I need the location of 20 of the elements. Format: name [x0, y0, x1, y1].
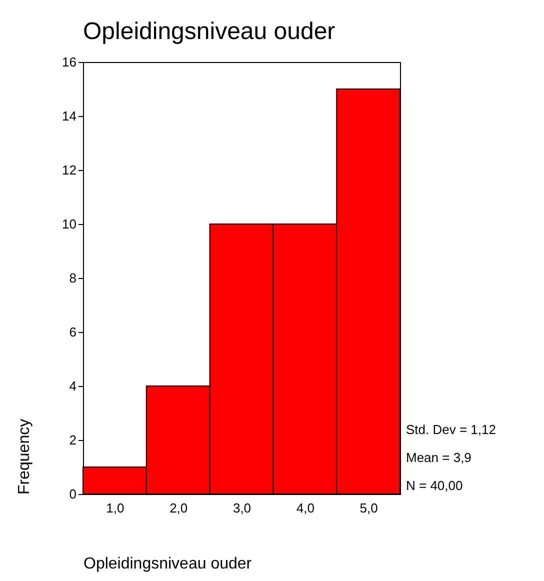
text: Mean = 3,9	[406, 450, 472, 465]
chart-title: Opleidingsniveau ouder	[83, 18, 336, 45]
x-tick-label: 1,0	[106, 500, 124, 516]
x-tick-label: 5,0	[360, 500, 378, 516]
x-tick-label: 3,0	[232, 500, 252, 516]
y-tick-label: 8	[69, 270, 76, 286]
y-tick-label: 16	[62, 54, 76, 70]
y-tick-label: 2	[69, 432, 76, 448]
x-axis-title: Opleidingsniveau ouder	[84, 556, 252, 572]
x-tick-label: 2,0	[170, 500, 188, 516]
y-tick-label: 0	[69, 486, 76, 502]
x-tick-label: 4,0	[296, 500, 314, 516]
y-tick-label: 12	[62, 162, 76, 178]
y-tick-label: 4	[69, 378, 76, 394]
y-axis-title: Frequency	[16, 418, 34, 494]
text: Std. Dev = 1,12	[406, 422, 496, 437]
y-tick-label: 6	[69, 324, 76, 340]
text: N = 40,00	[406, 478, 463, 493]
y-tick-label: 14	[62, 108, 76, 124]
y-tick-label: 10	[62, 216, 76, 232]
